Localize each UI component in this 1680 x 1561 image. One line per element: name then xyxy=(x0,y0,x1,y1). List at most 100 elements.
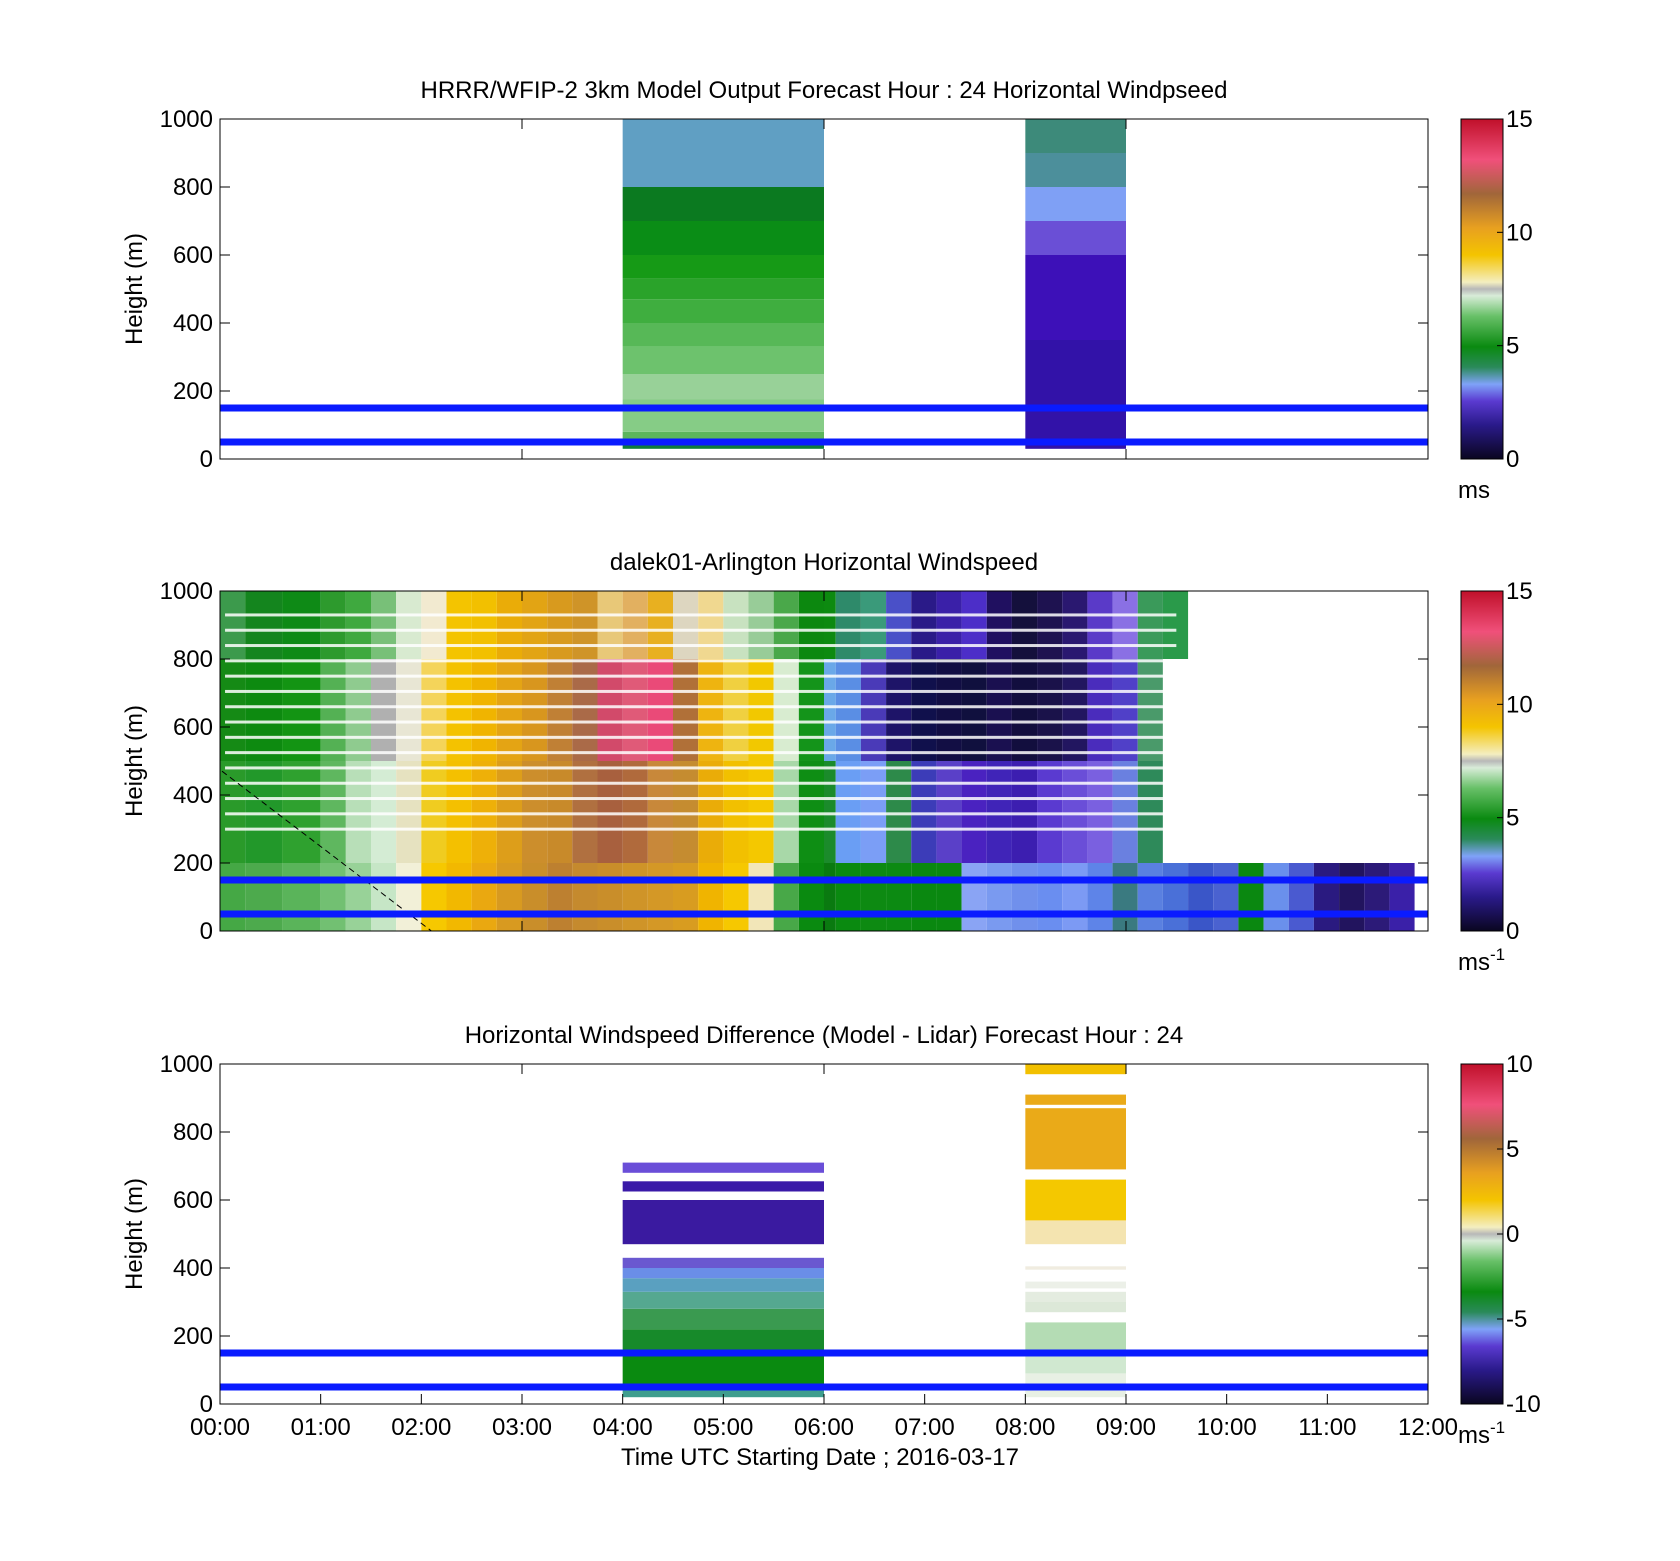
heatmap-cell xyxy=(1288,863,1314,931)
heatmap-cell xyxy=(798,863,824,931)
heatmap-cell xyxy=(220,863,246,931)
x-tick-label: 06:00 xyxy=(794,1414,854,1441)
heatmap-cell xyxy=(471,863,497,931)
heatmap-cell xyxy=(936,863,962,931)
y-tick-label: 0 xyxy=(200,918,213,945)
heatmap-cell xyxy=(886,591,912,659)
heatmap-cell xyxy=(622,659,648,761)
heatmap-cell xyxy=(320,863,346,931)
x-tick-label: 05:00 xyxy=(693,1414,753,1441)
heatmap-cell xyxy=(282,761,321,863)
heatmap-cell xyxy=(1025,1281,1126,1289)
x-tick-label: 02:00 xyxy=(391,1414,451,1441)
y-axis-label: Height (m) xyxy=(121,705,148,817)
heatmap-cell xyxy=(522,761,548,863)
heatmap-cell xyxy=(1025,153,1126,187)
heatmap-cell xyxy=(597,591,623,659)
heatmap-cell xyxy=(798,659,824,761)
panel-title: HRRR/WFIP-2 3km Model Output Forecast Ho… xyxy=(421,77,1228,104)
heatmap-cell xyxy=(961,591,987,659)
data-gap-stripe xyxy=(225,781,1177,785)
y-tick-label: 400 xyxy=(173,1255,213,1282)
colorbar-tick-label: 15 xyxy=(1506,106,1533,133)
data-gap-stripe xyxy=(225,674,1177,678)
heatmap-cell xyxy=(1087,863,1113,931)
heatmap-cell xyxy=(1011,659,1038,761)
heatmap-cell xyxy=(1037,659,1063,761)
heatmap-cell xyxy=(320,659,346,761)
heatmap-cell xyxy=(698,591,724,659)
heatmap-cell xyxy=(911,591,937,659)
colorbar-unit-label: ms xyxy=(1458,477,1490,504)
heatmap-cell xyxy=(1389,863,1415,931)
heatmap-cell xyxy=(1025,1094,1126,1105)
heatmap-cell xyxy=(1087,591,1113,659)
heatmap-cell xyxy=(622,399,824,432)
heatmap-cell xyxy=(496,591,522,659)
heatmap-cell xyxy=(572,659,598,761)
x-tick-label: 11:00 xyxy=(1298,1414,1356,1441)
y-tick-label: 400 xyxy=(173,310,213,337)
heatmap-cell xyxy=(824,659,836,761)
heatmap-cell xyxy=(572,863,598,931)
data-gap-stripe xyxy=(225,689,1177,693)
heatmap-cell xyxy=(220,659,246,761)
heatmap-cell xyxy=(622,1268,824,1279)
heatmap-cell xyxy=(622,1257,824,1268)
heatmap-cell xyxy=(1025,340,1126,449)
heatmap-cell xyxy=(496,863,522,931)
data-gap-stripe xyxy=(225,751,1177,755)
heatmap-cell xyxy=(986,591,1012,659)
heatmap-cell xyxy=(911,761,937,863)
heatmap-cell xyxy=(1313,863,1340,931)
heatmap-cell xyxy=(886,863,912,931)
x-tick-label: 07:00 xyxy=(895,1414,955,1441)
x-tick-label: 12:00 xyxy=(1398,1414,1458,1441)
heatmap-cell xyxy=(622,1308,824,1330)
heatmap-cell xyxy=(798,761,824,863)
heatmap-cell xyxy=(1025,1356,1126,1374)
heatmap-cell xyxy=(961,659,987,761)
heatmap-cell xyxy=(835,863,861,931)
heatmap-cell xyxy=(986,659,1012,761)
heatmap-cell xyxy=(773,659,799,761)
heatmap-cell xyxy=(860,659,887,761)
heatmap-cell xyxy=(860,761,887,863)
heatmap-cell xyxy=(622,1291,824,1309)
heatmap-cell xyxy=(446,591,472,659)
heatmap-cell xyxy=(824,591,836,659)
data-gap-stripe xyxy=(225,766,1177,770)
heatmap-cell xyxy=(522,659,548,761)
heatmap-cell xyxy=(396,761,422,863)
heatmap-cell xyxy=(835,761,861,863)
heatmap-cell xyxy=(622,323,824,347)
colorbar-tick-label: 0 xyxy=(1506,918,1519,945)
colorbar-tick-label: -10 xyxy=(1506,1391,1541,1418)
heatmap-cell xyxy=(446,659,472,761)
heatmap-cell xyxy=(396,863,422,931)
data-gap-stripe xyxy=(225,827,1177,831)
colorbar-unit-label: ms-1 xyxy=(1458,945,1505,976)
heatmap-cell xyxy=(1037,591,1063,659)
data-gap-stripe xyxy=(225,797,1177,801)
heatmap-cell xyxy=(622,1181,824,1192)
y-tick-label: 1000 xyxy=(160,106,213,133)
heatmap-cell xyxy=(345,863,371,931)
heatmap-cell xyxy=(748,863,774,931)
heatmap-cell xyxy=(371,761,397,863)
heatmap-cell xyxy=(421,863,447,931)
colorbar-tick-label: 10 xyxy=(1506,219,1533,246)
heatmap-cell xyxy=(1025,221,1126,255)
heatmap-cell xyxy=(622,1390,824,1398)
heatmap-cell xyxy=(1112,659,1138,761)
x-tick-label: 08:00 xyxy=(995,1414,1055,1441)
y-tick-label: 1000 xyxy=(160,1051,213,1078)
heatmap-cell xyxy=(860,591,887,659)
heatmap-cell xyxy=(1162,591,1189,659)
heatmap-cell xyxy=(622,119,824,187)
heatmap-cell xyxy=(1263,863,1289,931)
y-tick-label: 400 xyxy=(173,782,213,809)
x-tick-label: 10:00 xyxy=(1197,1414,1257,1441)
heatmap-cell xyxy=(597,659,623,761)
